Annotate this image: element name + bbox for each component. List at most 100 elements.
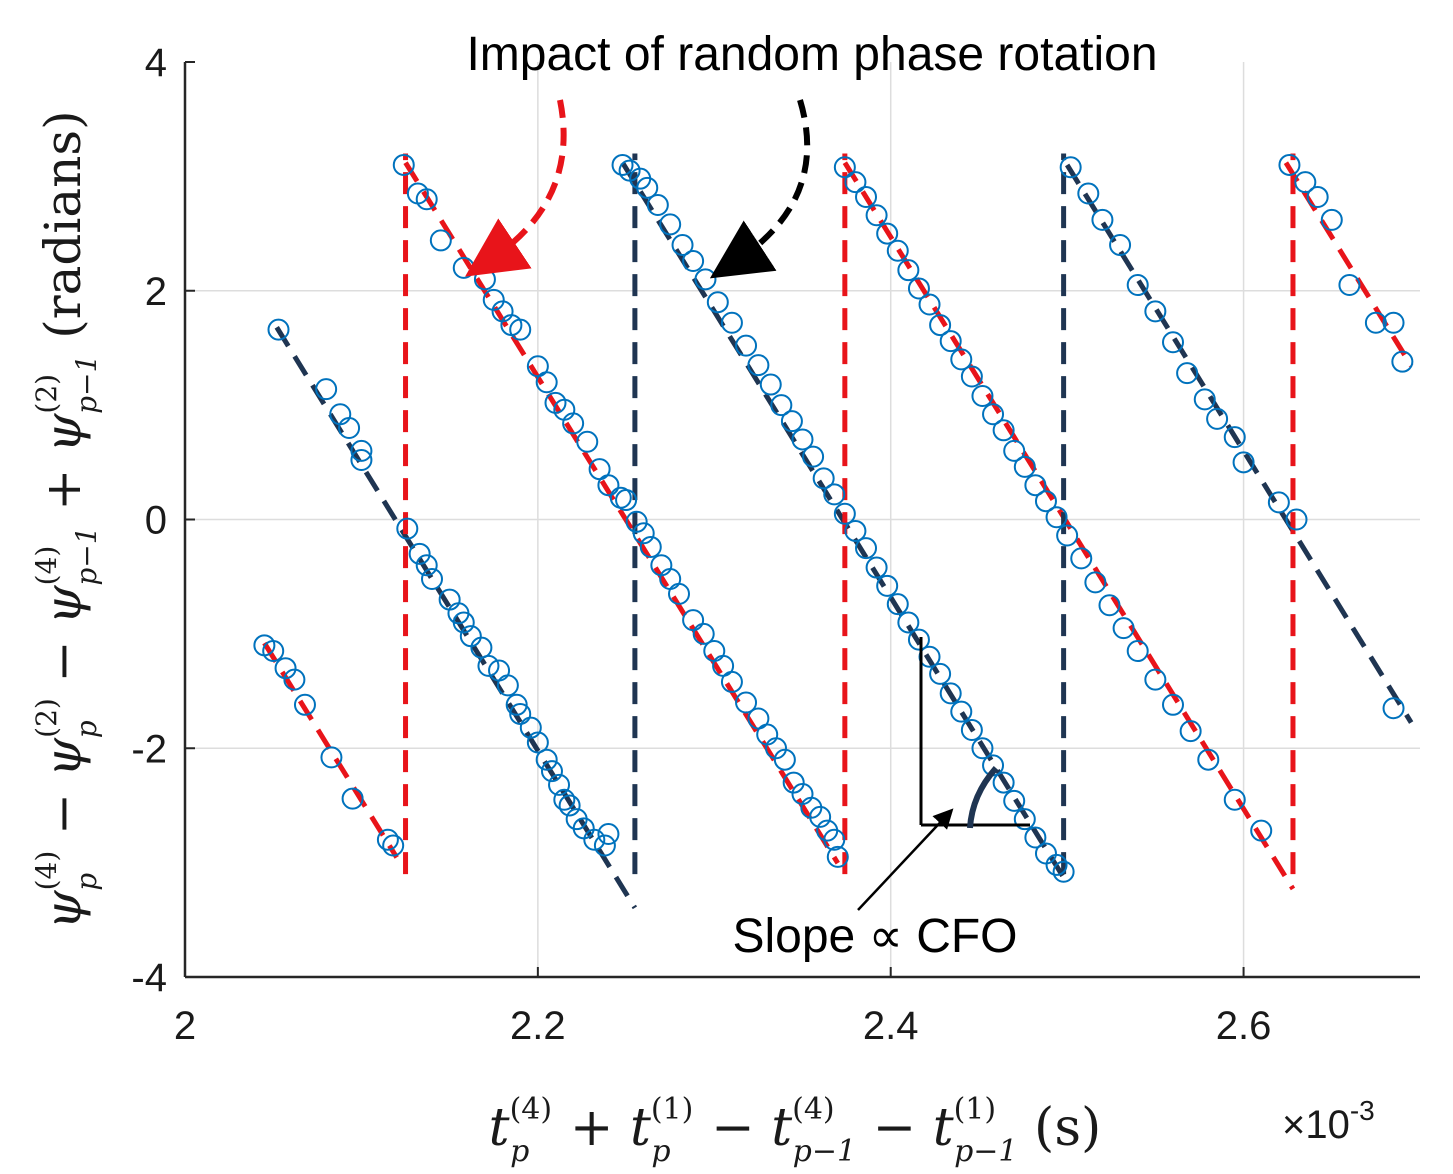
y-tick-label: 4 bbox=[145, 41, 167, 85]
data-point bbox=[720, 311, 743, 334]
data-point bbox=[706, 291, 729, 314]
y-label-op1: − bbox=[34, 777, 92, 851]
data-point bbox=[802, 445, 825, 468]
data-point bbox=[747, 354, 770, 377]
data-point bbox=[950, 348, 973, 371]
data-point bbox=[897, 611, 920, 634]
data-point bbox=[844, 171, 867, 194]
random-phase-arrow-red bbox=[465, 99, 567, 277]
data-point bbox=[262, 640, 285, 663]
data-point bbox=[1003, 439, 1026, 462]
y-axis-label: ψ(4) p − ψ(2) p − ψ(4) p−1 + ψ(2) p−1 (radia… bbox=[30, 110, 103, 929]
x-label-t1-sup: (4) bbox=[510, 1092, 553, 1127]
data-point bbox=[1056, 524, 1079, 547]
slope-angle-arc bbox=[967, 766, 999, 829]
data-point bbox=[865, 556, 888, 579]
data-point bbox=[1126, 274, 1149, 297]
y-label-psi1: ψ bbox=[34, 890, 92, 930]
y-label-psi2-sup: (2) bbox=[30, 698, 63, 738]
data-point bbox=[791, 428, 814, 451]
data-point bbox=[593, 834, 616, 857]
data-point bbox=[597, 823, 620, 846]
data-point bbox=[1206, 407, 1229, 430]
data-point bbox=[876, 574, 899, 597]
data-point bbox=[833, 156, 856, 179]
data-point bbox=[971, 384, 994, 407]
data-point bbox=[632, 522, 655, 545]
data-point bbox=[540, 760, 563, 783]
data-point bbox=[376, 828, 399, 851]
data-point bbox=[1126, 640, 1149, 663]
data-point bbox=[1045, 506, 1068, 529]
data-point bbox=[597, 474, 620, 497]
data-point bbox=[1059, 156, 1082, 179]
data-point bbox=[1193, 388, 1216, 411]
y-tick-label: -4 bbox=[131, 956, 167, 1000]
x-tick-label: 2 bbox=[174, 1004, 196, 1048]
data-point bbox=[1320, 208, 1343, 231]
data-point bbox=[315, 378, 338, 401]
x-tick-label: 2.2 bbox=[510, 1004, 566, 1048]
data-point bbox=[1109, 234, 1132, 256]
data-point bbox=[939, 330, 962, 353]
data-point bbox=[576, 430, 599, 453]
data-point bbox=[780, 410, 803, 433]
data-point bbox=[897, 259, 920, 282]
data-point bbox=[1070, 547, 1093, 570]
slope-arrow bbox=[857, 808, 954, 911]
annotation-random-phase: Impact of random phase rotation bbox=[466, 28, 1157, 81]
data-point bbox=[1306, 185, 1329, 208]
data-point bbox=[812, 467, 835, 490]
data-point bbox=[477, 654, 500, 677]
data-point bbox=[1045, 853, 1068, 876]
data-point bbox=[1382, 697, 1405, 720]
data-point bbox=[1091, 208, 1114, 231]
x-scale-base: ×10 bbox=[1282, 1103, 1350, 1147]
data-point bbox=[1294, 171, 1317, 194]
data-point bbox=[558, 794, 581, 817]
data-point bbox=[1098, 594, 1121, 617]
data-point bbox=[855, 185, 878, 208]
data-point bbox=[682, 609, 705, 632]
data-point bbox=[855, 537, 878, 560]
data-point bbox=[625, 510, 648, 533]
data-point bbox=[639, 535, 662, 558]
data-point bbox=[950, 700, 973, 723]
data-point bbox=[408, 542, 431, 565]
data-point bbox=[865, 204, 888, 227]
x-label-t4-sup: (1) bbox=[954, 1092, 997, 1127]
y-label-psi3-sub: p−1 bbox=[70, 526, 103, 585]
data-point bbox=[320, 746, 343, 769]
data-point bbox=[735, 691, 758, 714]
data-point bbox=[1232, 451, 1255, 474]
x-label-t1: t bbox=[489, 1098, 510, 1158]
data-point bbox=[823, 828, 846, 851]
data-point bbox=[1084, 571, 1107, 594]
data-point bbox=[1338, 274, 1361, 297]
y-label-psi1-sub: p bbox=[70, 873, 103, 891]
y-tick-label: -2 bbox=[131, 727, 167, 771]
data-point bbox=[1364, 311, 1387, 334]
data-point bbox=[876, 222, 899, 245]
data-point bbox=[341, 787, 364, 810]
x-label-t1-sub: p bbox=[510, 1134, 529, 1169]
x-label-t4: t bbox=[933, 1098, 954, 1158]
y-tick-label: 2 bbox=[145, 270, 167, 314]
data-point bbox=[553, 788, 576, 811]
x-axis-scale: ×10-3 bbox=[1282, 1095, 1375, 1147]
data-point bbox=[350, 449, 373, 472]
data-point bbox=[1176, 362, 1199, 385]
data-point bbox=[636, 176, 659, 199]
data-point bbox=[886, 239, 909, 262]
data-point bbox=[1278, 153, 1301, 176]
x-label-t3-sup: (4) bbox=[792, 1092, 835, 1127]
x-label-unit: (s) bbox=[1018, 1098, 1102, 1158]
data-point bbox=[759, 373, 782, 396]
data-point bbox=[283, 668, 306, 691]
data-point bbox=[338, 417, 361, 439]
data-point bbox=[773, 748, 796, 771]
y-label-psi3: ψ bbox=[34, 585, 92, 625]
tick-labels: 2 2.2 2.4 2.6 -4 -2 0 2 4 bbox=[131, 41, 1271, 1048]
data-point bbox=[1024, 474, 1047, 497]
data-point bbox=[1112, 617, 1135, 640]
